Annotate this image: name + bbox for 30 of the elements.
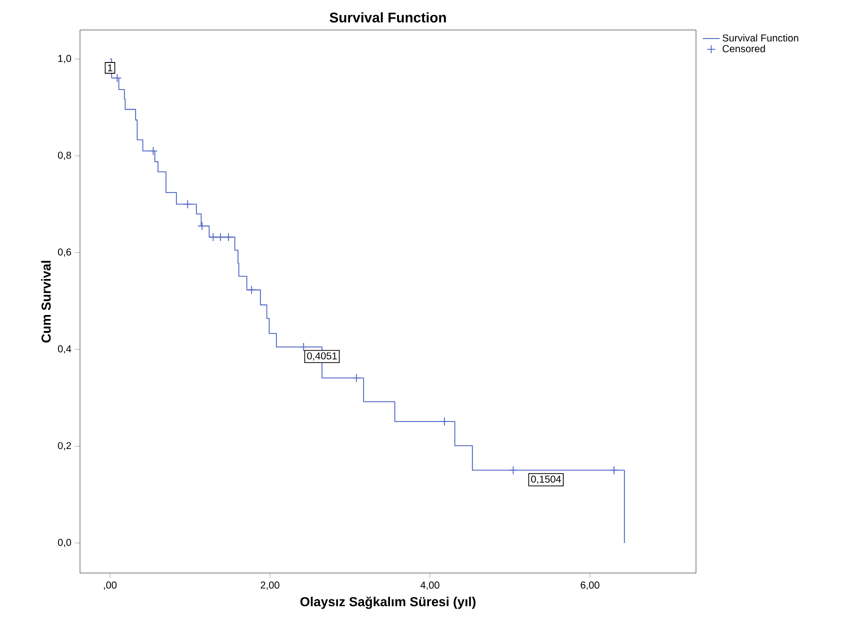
x-tick-label: ,00 bbox=[104, 582, 117, 590]
annotation: 0,1504 bbox=[531, 476, 561, 484]
annotation: 1 bbox=[108, 64, 112, 72]
legend-label: Censored bbox=[722, 44, 765, 52]
y-tick-label: 0,4 bbox=[58, 345, 72, 354]
point bbox=[208, 232, 218, 242]
y-tick-label: 1,0 bbox=[58, 54, 72, 64]
legend-label: Survival Function bbox=[722, 34, 798, 42]
annotation: 0,4051 bbox=[307, 352, 337, 361]
y-tick-label: 0,6 bbox=[58, 248, 72, 257]
x-tick-label: 2,00 bbox=[260, 582, 280, 590]
x-tick-label: 4,00 bbox=[420, 582, 440, 590]
point bbox=[610, 466, 618, 475]
x-axis-title: Olaysız Sağkalım Süresi (yıl) bbox=[300, 596, 476, 609]
y-tick-label: 0,2 bbox=[58, 442, 71, 450]
point bbox=[148, 146, 158, 156]
point bbox=[216, 232, 225, 242]
x-tick-label: 6,00 bbox=[580, 582, 600, 590]
point bbox=[183, 200, 192, 209]
y-tick-label: 0,8 bbox=[58, 152, 72, 160]
y-axis-title: Cum Survival bbox=[41, 260, 51, 343]
point bbox=[224, 232, 233, 242]
point bbox=[440, 417, 449, 426]
y-tick-label: 0,0 bbox=[58, 538, 72, 548]
point bbox=[247, 285, 256, 294]
point bbox=[112, 73, 122, 82]
point bbox=[508, 466, 518, 475]
point bbox=[299, 342, 308, 352]
point bbox=[352, 374, 361, 382]
chart-title: Survival Function bbox=[330, 12, 446, 22]
